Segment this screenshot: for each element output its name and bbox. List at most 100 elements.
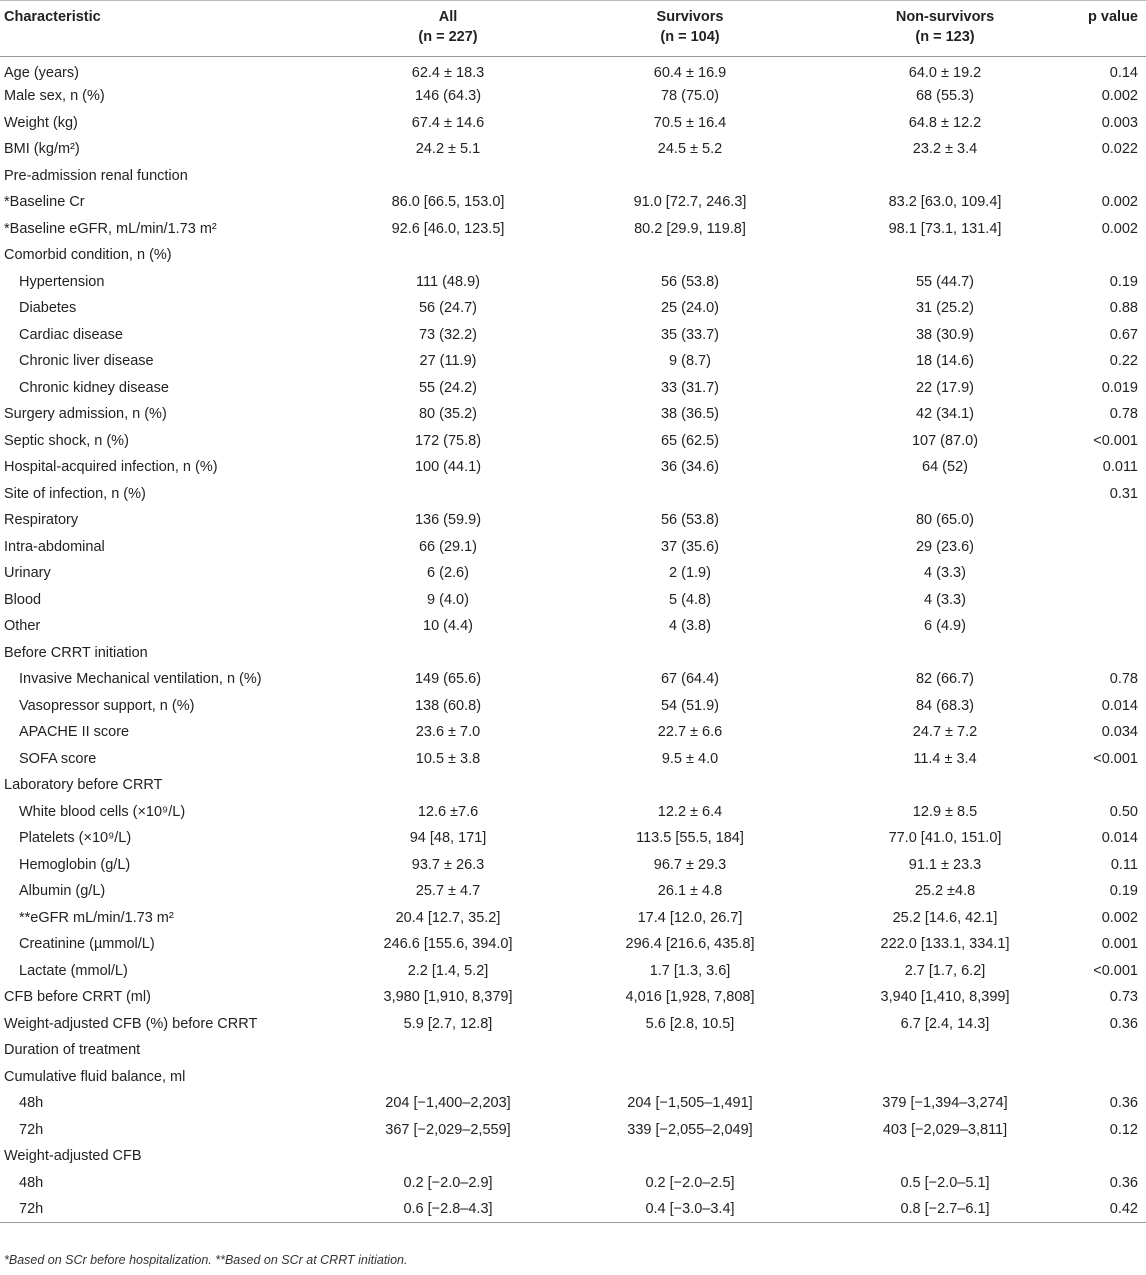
table-row: Urinary 6 (2.6) 2 (1.9) 4 (3.3) [0, 560, 1146, 587]
row-label: Comorbid condition, n (%) [4, 247, 172, 264]
cell-all: 2.2 [1.4, 5.2] [407, 962, 489, 979]
table-row: Hypertension 111 (48.9) 56 (53.8) 55 (44.7)… [0, 269, 1146, 296]
header-non-survivors-n: (n = 123) [915, 29, 975, 45]
cell-non-survivors [814, 242, 1076, 269]
row-label: SOFA score [19, 750, 97, 767]
row-label: Blood [4, 591, 42, 608]
row-label: Urinary [4, 565, 51, 582]
table-row: Comorbid condition, n (%) [0, 242, 1146, 269]
cell-survivors: 38 (36.5) [660, 406, 720, 423]
row-label: Site of infection, n (%) [4, 485, 146, 502]
row-label: Weight-adjusted CFB [4, 1148, 142, 1165]
cell-non-survivors: 91.1 ± 23.3 [908, 856, 982, 873]
cell-non-survivors: 6 (4.9) [924, 618, 966, 635]
cell-all: 94 [48, 171] [409, 830, 487, 847]
cell-p-value: 0.002 [1101, 220, 1138, 237]
cell-non-survivors: 23.2 ± 3.4 [912, 141, 978, 158]
cell-survivors [566, 1143, 814, 1170]
cell-p-value [1076, 1037, 1146, 1064]
header-p-value: p value [1088, 9, 1138, 25]
header-non-survivors: Non-survivors (n = 123) [814, 1, 1076, 57]
cell-non-survivors: 11.4 ± 3.4 [913, 750, 977, 767]
cell-survivors: 56 (53.8) [660, 512, 720, 529]
table-row: 72h 367 [−2,029–2,559] 339 [−2,055–2,049] 4… [0, 1117, 1146, 1144]
row-label: Pre-admission renal function [4, 167, 188, 184]
cell-non-survivors [814, 1143, 1076, 1170]
cell-p-value [1076, 772, 1146, 799]
table-row: 72h 0.6 [−2.8–4.3] 0.4 [−3.0–3.4] 0.8 [−2.7… [0, 1196, 1146, 1223]
cell-p-value: 0.67 [1109, 326, 1138, 343]
table-row: Blood 9 (4.0) 5 (4.8) 4 (3.3) [0, 587, 1146, 614]
cell-non-survivors [814, 481, 1076, 508]
cell-all: 27 (11.9) [419, 353, 477, 370]
cell-survivors: 60.4 ± 16.9 [653, 65, 727, 81]
cell-p-value [1076, 560, 1146, 587]
row-label: Respiratory [4, 512, 79, 529]
row-label: *Baseline Cr [4, 194, 85, 211]
header-survivors-title: Survivors [656, 9, 724, 25]
cell-non-survivors: 12.9 ± 8.5 [912, 803, 978, 820]
cell-non-survivors: 25.2 [14.6, 42.1] [892, 909, 998, 926]
cell-p-value: 0.78 [1109, 671, 1138, 688]
cell-all [330, 1064, 566, 1091]
row-label: Chronic kidney disease [19, 379, 169, 396]
cell-p-value: 0.002 [1101, 194, 1138, 211]
header-survivors-n: (n = 104) [660, 29, 720, 45]
table-row: Laboratory before CRRT [0, 772, 1146, 799]
cell-all [330, 772, 566, 799]
cell-p-value: 0.14 [1109, 65, 1138, 81]
cell-non-survivors: 42 (34.1) [915, 406, 975, 423]
cell-all: 5.9 [2.7, 12.8] [403, 1015, 493, 1032]
cell-all: 3,980 [1,910, 8,379] [383, 989, 513, 1006]
cell-non-survivors: 0.8 [−2.7–6.1] [900, 1201, 990, 1217]
cell-p-value [1076, 1064, 1146, 1091]
table-row: Age (years) 62.4 ± 18.3 60.4 ± 16.9 64.0 ± … [0, 57, 1146, 84]
cell-p-value: 0.002 [1101, 909, 1138, 926]
cell-non-survivors: 64 (52) [922, 459, 968, 476]
cell-non-survivors: 77.0 [41.0, 151.0] [888, 830, 1002, 847]
cell-survivors: 1.7 [1.3, 3.6] [649, 962, 731, 979]
table-row: **eGFR mL/min/1.73 m² 20.4 [12.7, 35.2] 17… [0, 905, 1146, 932]
cell-p-value: 0.034 [1101, 724, 1138, 741]
cell-survivors: 24.5 ± 5.2 [657, 141, 723, 158]
cell-survivors [566, 772, 814, 799]
cell-survivors [566, 242, 814, 269]
cell-all: 6 (2.6) [427, 565, 469, 582]
cell-survivors: 17.4 [12.0, 26.7] [637, 909, 743, 926]
table-header: Characteristic All (n = 227) Survivors (… [0, 0, 1146, 57]
table-row: Male sex, n (%) 146 (64.3) 78 (75.0) 68 (55… [0, 83, 1146, 110]
row-label: Hospital-acquired infection, n (%) [4, 459, 218, 476]
cell-p-value: 0.42 [1109, 1201, 1138, 1217]
row-label: Duration of treatment [4, 1042, 141, 1059]
cell-p-value: 0.11 [1110, 856, 1138, 873]
table-row: Hospital-acquired infection, n (%) 100 (4… [0, 454, 1146, 481]
row-label: Cardiac disease [19, 326, 123, 343]
cell-p-value: 0.88 [1109, 300, 1138, 317]
baseline-characteristics-table: Characteristic All (n = 227) Survivors (… [0, 0, 1146, 1223]
table-row: Intra-abdominal 66 (29.1) 37 (35.6) 29 (23.… [0, 534, 1146, 561]
header-non-survivors-title: Non-survivors [895, 9, 995, 25]
row-label: APACHE II score [19, 724, 130, 741]
cell-non-survivors [814, 640, 1076, 667]
cell-all: 100 (44.1) [414, 459, 482, 476]
cell-survivors: 339 [−2,055–2,049] [627, 1121, 753, 1138]
cell-survivors [566, 163, 814, 190]
cell-p-value: 0.001 [1101, 936, 1138, 953]
cell-non-survivors: 24.7 ± 7.2 [912, 724, 978, 741]
cell-all [330, 481, 566, 508]
cell-survivors: 5 (4.8) [669, 591, 711, 608]
cell-all: 367 [−2,029–2,559] [385, 1121, 511, 1138]
cell-p-value [1076, 1143, 1146, 1170]
row-label: Invasive Mechanical ventilation, n (%) [19, 671, 262, 688]
table-row: Creatinine (µmmol/L) 246.6 [155.6, 394.0]… [0, 931, 1146, 958]
cell-non-survivors: 4 (3.3) [924, 591, 966, 608]
cell-all: 23.6 ± 7.0 [415, 724, 481, 741]
cell-survivors: 4,016 [1,928, 7,808] [625, 989, 755, 1006]
row-label: Cumulative fluid balance, ml [4, 1068, 186, 1085]
cell-non-survivors: 107 (87.0) [911, 432, 979, 449]
header-all-title: All [438, 9, 458, 25]
cell-non-survivors: 25.2 ±4.8 [914, 883, 976, 900]
cell-all: 80 (35.2) [418, 406, 478, 423]
row-label: Surgery admission, n (%) [4, 406, 167, 423]
cell-all [330, 640, 566, 667]
